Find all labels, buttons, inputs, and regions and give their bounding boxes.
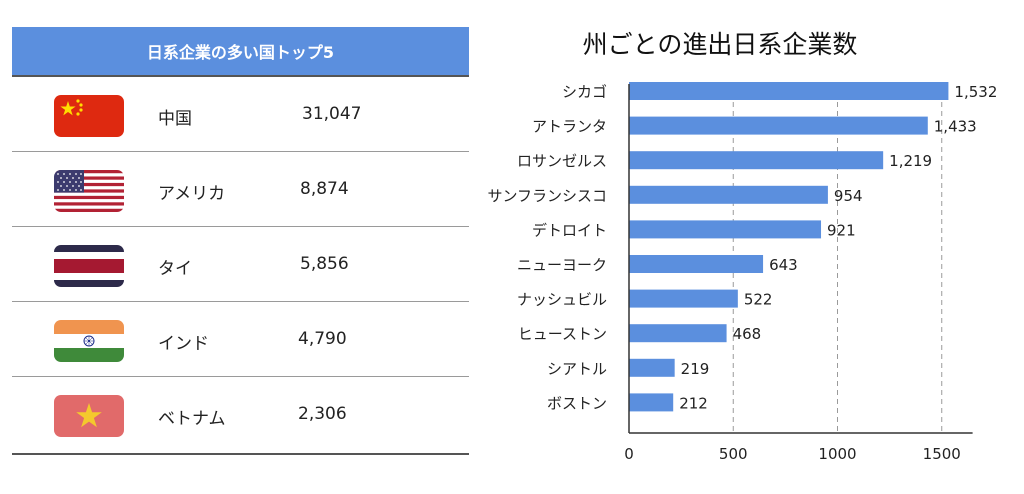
bar [629,116,928,135]
bar [629,220,822,239]
category-label: デトロイト [532,221,607,239]
company-count: 8,874 [300,179,349,199]
country-name: 中国 [158,109,192,129]
data-label: 954 [834,187,863,205]
bar [629,393,674,412]
bar-chart-panel: 州ごとの進出日系企業数シカゴ 1,532 アトランタ 1,433 ロサンゼルス 1,219… [478,0,1024,490]
category-label: ロサンゼルス [517,152,607,170]
bar [629,324,727,343]
category-label: ニューヨーク [517,256,607,274]
data-label: 1,433 [934,118,977,136]
usa-flag-icon [54,170,124,212]
category-label: シカゴ [562,83,607,101]
bar [629,255,764,273]
chart-title: 州ごとの進出日系企業数 [583,30,858,59]
china-flag-icon [54,95,124,137]
x-tick-label: 1000 [818,445,856,463]
category-label: アトランタ [532,118,607,136]
table-row: アメリカ 8,874 [12,152,469,227]
bar [629,82,949,100]
category-label: シアトル [547,360,607,378]
vietnam-flag-icon [54,395,124,437]
data-label: 219 [681,360,710,378]
x-tick-label: 1500 [923,445,961,463]
company-count: 2,306 [298,404,347,424]
country-name: アメリカ [158,184,226,204]
data-label: 643 [769,256,798,274]
x-tick-label: 500 [719,445,748,463]
data-label: 921 [827,221,856,239]
data-label: 1,532 [954,83,997,101]
data-label: 1,219 [889,152,932,170]
table-title: 日系企業の多い国トップ5 [12,27,469,75]
company-count: 4,790 [298,329,347,349]
category-label: ヒューストン [518,325,607,343]
table-row: タイ 5,856 [12,227,469,302]
bar [629,185,828,204]
country-table: 日系企業の多い国トップ5 中国 31,047 [12,27,469,455]
country-name: インド [158,334,209,354]
title-divider [12,75,469,77]
data-label: 212 [679,394,708,412]
bar [629,358,675,377]
bar [629,289,738,308]
country-name: ベトナム [158,409,226,429]
data-label: 522 [744,291,773,309]
india-flag-icon [54,320,124,362]
thailand-flag-icon [54,245,124,287]
data-label: 468 [733,325,762,343]
category-label: ナッシュビル [517,291,607,309]
table-row: 中国 31,047 [12,77,469,152]
bar [629,151,884,170]
category-label: ボストン [547,394,607,412]
table-row: ベトナム 2,306 [12,377,469,455]
category-label: サンフランシスコ [487,187,607,205]
country-name: タイ [158,259,192,279]
company-count: 5,856 [300,254,349,274]
company-count: 31,047 [302,104,362,124]
x-tick-label: 0 [624,445,634,463]
table-row: インド 4,790 [12,302,469,377]
